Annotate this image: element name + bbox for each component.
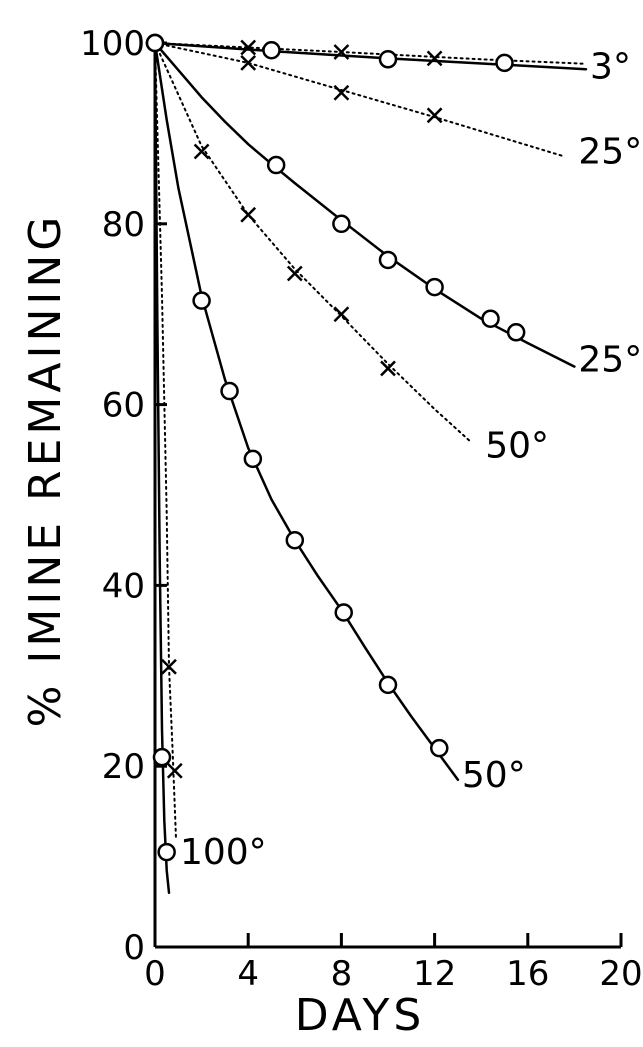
data-point-x-stroke: [426, 107, 443, 124]
data-point-circle: [266, 155, 286, 175]
data-point-circle: [285, 530, 305, 550]
series-line-3: [153, 41, 576, 368]
data-point-x-stroke: [193, 143, 210, 160]
series-label: 25°: [578, 131, 642, 172]
data-point-circle: [157, 842, 176, 862]
data-point-x-stroke: [426, 50, 443, 67]
data-point-x: [333, 84, 350, 101]
tick-labels: 0 4 8 12 16 20 0 20 40 60 80 100: [80, 24, 643, 994]
data-point-x: [380, 360, 396, 377]
data-point-x-stroke: [240, 39, 257, 56]
series-line-6: [153, 41, 171, 895]
y-tick-label: 20: [102, 747, 145, 787]
data-point-circle: [334, 603, 353, 622]
data-point-x: [193, 143, 210, 160]
series-labels: 3° 25° 25° 50° 50° 100°: [180, 47, 642, 874]
data-point-x: [240, 55, 257, 71]
data-point-x: [426, 107, 443, 124]
data-point-circle: [145, 33, 165, 53]
series-label: 25°: [578, 339, 642, 380]
data-point-circle: [378, 250, 398, 270]
x-tick-label: 0: [144, 954, 166, 994]
data-point-x-stroke: [333, 44, 350, 60]
data-point-x-stroke: [333, 84, 350, 101]
data-point-x: [240, 206, 257, 223]
data-point-circle: [378, 675, 398, 695]
data-point-x-stroke: [286, 265, 303, 282]
series-label: 50°: [462, 755, 526, 796]
data-point-x-stroke: [161, 658, 177, 675]
series-line-7: [154, 42, 177, 840]
data-point-circle: [481, 309, 500, 328]
data-point-circle: [378, 50, 398, 69]
data-point-circle: [152, 747, 172, 767]
data-point-x-stroke: [333, 306, 350, 323]
data-point-circle: [425, 277, 444, 297]
x-tick-label: 20: [599, 954, 642, 994]
series-label: 100°: [180, 832, 267, 873]
data-point-x: [161, 658, 177, 675]
x-tick-label: 16: [506, 954, 549, 994]
data-point-x: [286, 265, 303, 282]
data-point-x-stroke: [380, 360, 396, 377]
y-tick-label: 40: [102, 566, 145, 606]
x-tick-label: 4: [237, 954, 259, 994]
y-tick-label: 60: [102, 386, 145, 426]
series-label: 50°: [485, 425, 549, 466]
y-tick-label: 80: [102, 205, 145, 245]
data-point-x: [166, 762, 183, 779]
data-point-x-stroke: [166, 762, 183, 779]
axes: [153, 41, 623, 949]
data-point-x: [333, 306, 350, 323]
data-point-x-stroke: [240, 55, 257, 71]
x-axis-title: DAYS: [295, 990, 426, 1041]
data-point-circle: [332, 214, 351, 234]
data-point-circle: [243, 449, 263, 469]
data-point-x: [426, 50, 443, 67]
series-label: 3°: [590, 47, 631, 88]
x-tick-label: 8: [331, 954, 353, 994]
series-markers: [145, 33, 526, 862]
y-tick-label: 100: [80, 24, 145, 64]
y-tick-label: 0: [123, 928, 145, 968]
data-point-circle: [262, 40, 281, 60]
data-point-circle: [220, 381, 239, 401]
y-axis-title: % IMINE REMAINING: [20, 213, 71, 728]
data-point-x: [333, 44, 350, 60]
data-point-circle: [495, 53, 514, 73]
data-point-circle: [192, 291, 211, 310]
series-line-4: [154, 42, 471, 442]
data-point-x-stroke: [240, 206, 257, 223]
data-point-circle: [506, 323, 526, 342]
data-point-x: [240, 39, 257, 56]
x-tick-label: 12: [413, 954, 456, 994]
series-line-1: [154, 42, 587, 65]
data-point-circle: [430, 738, 449, 758]
series-line-2: [154, 42, 564, 157]
